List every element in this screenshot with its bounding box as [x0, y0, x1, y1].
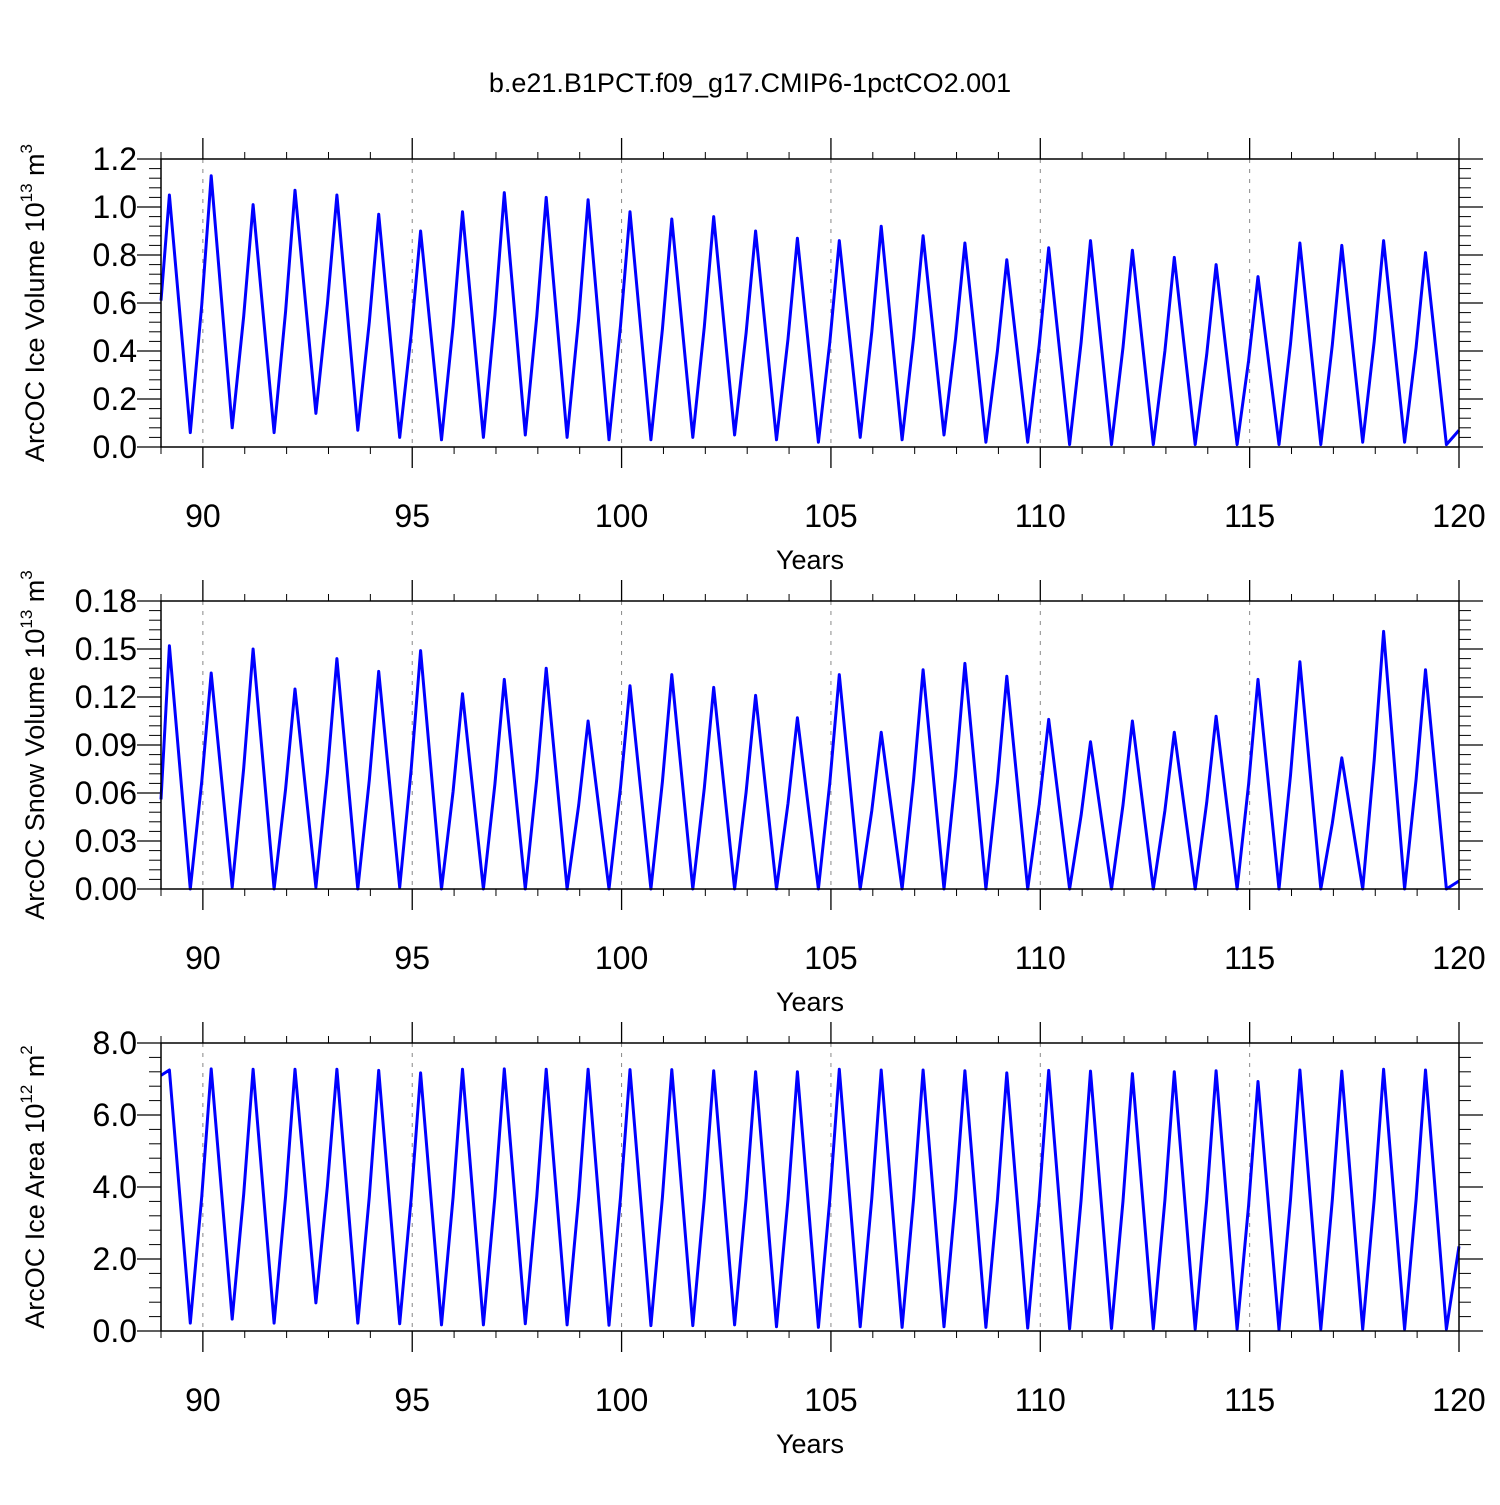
x-tick-label: 90 — [185, 940, 221, 976]
series-line — [159, 629, 1460, 891]
plot-frame — [160, 1042, 1460, 1332]
x-tick-label: 120 — [1432, 498, 1485, 534]
x-tick-label: 95 — [394, 498, 430, 534]
x-tick-label: 100 — [595, 1382, 648, 1418]
x-tick-label: 90 — [185, 1382, 221, 1418]
y-tick-label: 0.2 — [93, 381, 137, 417]
y-tick-label: 2.0 — [93, 1241, 137, 1277]
y-tick-label: 0.00 — [75, 871, 137, 907]
y-tick-label: 1.0 — [93, 189, 137, 225]
y-tick-label: 6.0 — [93, 1097, 137, 1133]
y-tick-label: 0.4 — [93, 333, 137, 369]
chart-title: b.e21.B1PCT.f09_g17.CMIP6-1pctCO2.001 — [489, 68, 1011, 98]
x-tick-label: 110 — [1015, 498, 1066, 534]
x-tick-label: 110 — [1015, 940, 1066, 976]
y-tick-label: 4.0 — [93, 1169, 137, 1205]
y-axis-label: ArcOC Ice Area 1012 m2 — [17, 1045, 50, 1329]
y-tick-label: 0.03 — [75, 823, 137, 859]
x-tick-label: 120 — [1432, 1382, 1485, 1418]
y-tick-label: 0.0 — [93, 1313, 137, 1349]
x-tick-label: 110 — [1015, 1382, 1066, 1418]
y-tick-label: 0.15 — [75, 631, 137, 667]
panels: 90 95 100 105 110 115 120 0.0 0.2 0.4 0.6 0.8 1.0 1.2… — [17, 138, 1486, 1459]
x-tick-label: 105 — [804, 498, 857, 534]
y-tick-label: 0.06 — [75, 775, 137, 811]
plot-frame — [160, 600, 1460, 890]
x-tick-label: 120 — [1432, 940, 1485, 976]
panel-3: 90 95 100 105 110 115 120 0.0 2.0 4.0 6.0 8.0 Years A… — [17, 1022, 1486, 1459]
x-tick-label: 105 — [804, 940, 857, 976]
x-tick-label: 100 — [595, 498, 648, 534]
y-axis-label: ArcOC Ice Volume 1013 m3 — [17, 144, 50, 462]
plot-frame — [160, 158, 1460, 448]
x-axis-label: Years — [776, 987, 844, 1017]
x-axis-label: Years — [776, 545, 844, 575]
y-tick-label: 0.8 — [93, 237, 137, 273]
y-tick-label: 0.12 — [75, 679, 137, 715]
x-axis-label: Years — [776, 1429, 844, 1459]
y-tick-label: 0.18 — [75, 583, 137, 619]
x-tick-label: 115 — [1224, 498, 1275, 534]
x-tick-label: 115 — [1224, 1382, 1275, 1418]
x-tick-label: 100 — [595, 940, 648, 976]
panel-2: 90 95 100 105 110 115 120 0.00 0.03 0.06 0.09 0.12 0… — [17, 570, 1486, 1017]
x-tick-label: 105 — [804, 1382, 857, 1418]
y-tick-label: 0.6 — [93, 285, 137, 321]
x-tick-label: 95 — [394, 1382, 430, 1418]
x-tick-label: 95 — [394, 940, 430, 976]
y-tick-label: 0.0 — [93, 429, 137, 465]
panel-1: 90 95 100 105 110 115 120 0.0 0.2 0.4 0.6 0.8 1.0 1.2… — [17, 138, 1486, 575]
x-tick-label: 115 — [1224, 940, 1275, 976]
y-axis-label: ArcOC Snow Volume 1013 m3 — [17, 570, 50, 920]
y-tick-label: 0.09 — [75, 727, 137, 763]
y-tick-label: 1.2 — [93, 141, 137, 177]
series-line — [160, 1067, 1461, 1332]
y-tick-label: 8.0 — [93, 1025, 137, 1061]
series-line — [159, 174, 1461, 447]
x-tick-label: 90 — [185, 498, 221, 534]
